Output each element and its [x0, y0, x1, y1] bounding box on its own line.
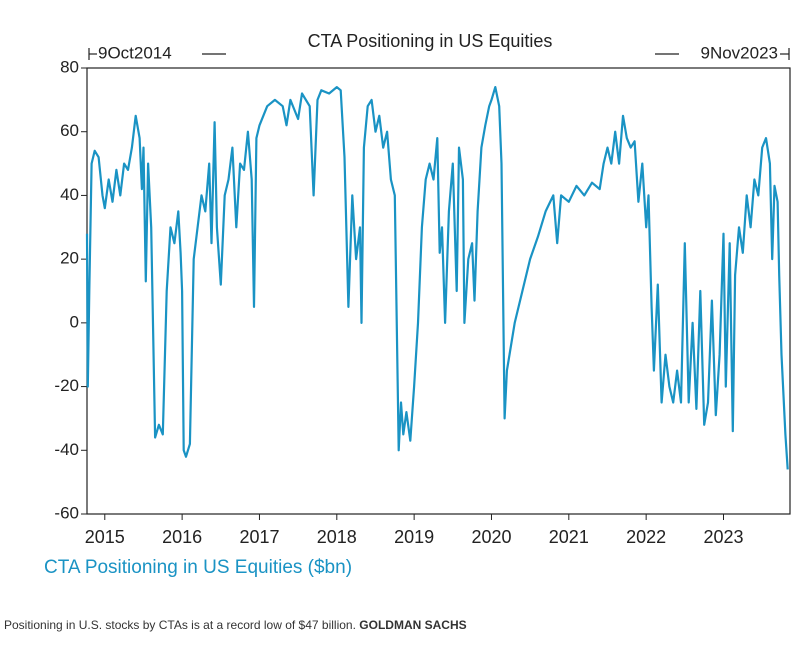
- x-tick-label: 2017: [239, 527, 279, 547]
- range-brackets: [88, 48, 790, 60]
- x-tick-label: 2023: [703, 527, 743, 547]
- end-label: 9Nov2023: [700, 43, 778, 62]
- axis-label: CTA Positioning in US Equities ($bn): [44, 557, 352, 578]
- x-tick-label: 2019: [394, 527, 434, 547]
- chart-title: CTA Positioning in US Equities: [308, 31, 553, 51]
- x-tick-label: 2022: [626, 527, 666, 547]
- x-tick-label: 2016: [162, 527, 202, 547]
- y-tick-label: 80: [60, 57, 79, 76]
- y-tick-label: 40: [60, 185, 79, 204]
- x-tick-label: 2021: [549, 527, 589, 547]
- start-label: 9Oct2014: [98, 43, 172, 62]
- x-tick-label: 2020: [471, 527, 511, 547]
- series-line: [85, 86, 789, 470]
- y-tick-label: 60: [60, 121, 79, 140]
- chart: CTA Positioning in US Equities 9Oct2014 …: [44, 31, 791, 578]
- y-tick-label: -20: [54, 376, 79, 395]
- x-tick-label: 2015: [85, 527, 125, 547]
- caption-source: GOLDMAN SACHS: [359, 618, 467, 632]
- x-tick-label: 2018: [317, 527, 357, 547]
- y-tick-label: -40: [54, 440, 79, 459]
- caption: Positioning in U.S. stocks by CTAs is at…: [4, 618, 467, 632]
- y-tick-label: 20: [60, 249, 79, 268]
- caption-text: Positioning in U.S. stocks by CTAs is at…: [4, 618, 356, 632]
- y-tick-label: 0: [70, 312, 79, 331]
- y-tick-label: -60: [54, 503, 79, 522]
